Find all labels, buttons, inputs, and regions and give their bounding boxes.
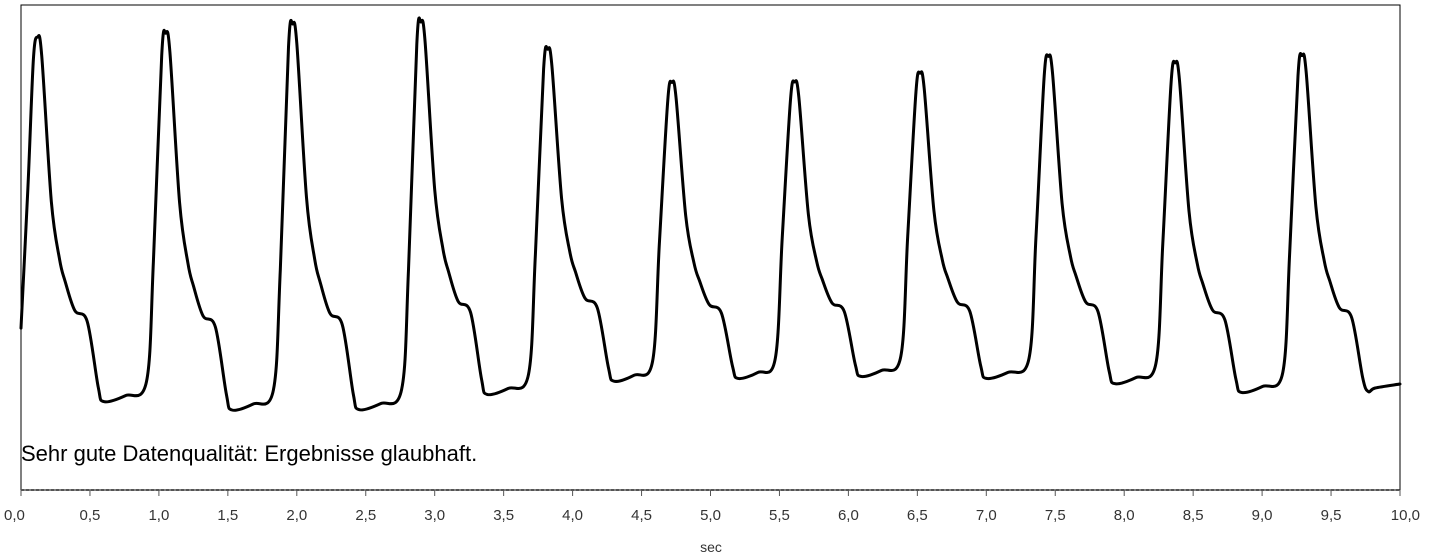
x-tick-label: 5,5 [769,507,790,524]
x-tick-label: 2,5 [355,507,376,524]
x-axis-ticks [20,490,1401,496]
x-tick-label: 0,5 [80,507,101,524]
x-tick-label: 5,0 [700,507,721,524]
x-tick-label: 10,0 [1391,507,1420,524]
x-tick-label: 6,5 [907,507,928,524]
x-tick-label: 0,0 [4,507,25,524]
x-tick-label: 1,0 [148,507,169,524]
x-tick-label: 7,0 [976,507,997,524]
annotation-text: Sehr gute Datenqualität: Ergebnisse glau… [21,441,477,466]
x-axis-title: sec [700,539,722,555]
x-tick-label: 1,5 [217,507,238,524]
x-tick-label: 6,0 [838,507,859,524]
x-tick-label: 7,5 [1045,507,1066,524]
x-tick-label: 3,0 [424,507,445,524]
x-tick-label: 4,5 [631,507,652,524]
x-axis-tick-labels: 0,0 0,5 1,0 1,5 2,0 2,5 3,0 3,5 4,0 4,5 5,0 5,5 6,0 6… [4,507,1420,524]
x-tick-label: 3,5 [493,507,514,524]
x-tick-label: 9,5 [1321,507,1342,524]
x-tick-label: 9,0 [1252,507,1273,524]
series-line [19,16,1402,412]
x-tick-label: 8,0 [1114,507,1135,524]
x-tick-label: 2,0 [286,507,307,524]
x-tick-label: 8,5 [1183,507,1204,524]
x-tick-label: 4,0 [562,507,583,524]
